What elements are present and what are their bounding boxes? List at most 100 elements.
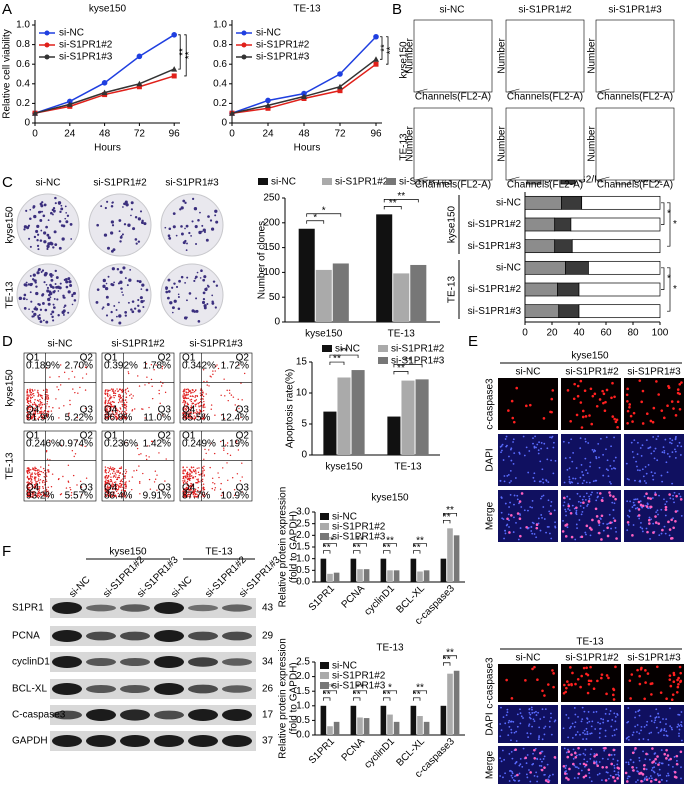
event: [44, 476, 45, 477]
caspase-signal: [671, 698, 674, 701]
nucleus: [542, 478, 544, 480]
nucleus: [627, 478, 629, 480]
nucleus: [639, 709, 641, 711]
quadrant-percent: 1.78%: [143, 361, 171, 372]
nucleus: [646, 473, 648, 475]
band: [188, 632, 218, 641]
caspase-signal: [642, 505, 645, 508]
colony: [36, 271, 39, 274]
nucleus: [661, 533, 663, 535]
colony: [44, 309, 47, 312]
colony: [51, 316, 53, 318]
legend-marker: [45, 55, 50, 60]
event: [190, 392, 191, 393]
nucleus: [541, 442, 543, 444]
nucleus: [579, 447, 581, 449]
caspase-signal: [607, 677, 610, 680]
event: [124, 477, 125, 478]
micrograph: [624, 664, 684, 702]
bar-segment: [525, 305, 559, 318]
colony: [190, 235, 192, 237]
event: [46, 403, 47, 404]
nucleus: [577, 483, 579, 485]
nucleus: [634, 726, 636, 728]
caspase-signal: [605, 779, 608, 782]
band: [86, 709, 116, 721]
nucleus: [576, 467, 578, 469]
nucleus: [636, 466, 638, 468]
event: [198, 472, 199, 473]
event: [242, 476, 243, 477]
event: [120, 408, 121, 409]
nucleus: [536, 758, 538, 760]
colony: [197, 272, 199, 274]
nucleus: [587, 718, 589, 720]
nucleus: [586, 728, 588, 730]
caspase-signal: [669, 674, 672, 677]
band: [86, 735, 116, 747]
caspase-signal: [606, 526, 609, 529]
nucleus: [647, 447, 649, 449]
colony: [58, 201, 61, 204]
nucleus: [573, 748, 575, 750]
nucleus: [594, 728, 596, 730]
caspase-signal: [649, 497, 652, 500]
nucleus: [534, 720, 536, 722]
event: [141, 408, 142, 409]
caspase-signal: [524, 757, 527, 760]
axis-label: Number: [587, 126, 598, 162]
micrograph: [498, 664, 558, 702]
caspase-signal: [613, 698, 616, 701]
nucleus: [628, 762, 630, 764]
x-tick-label: 96: [370, 129, 382, 140]
nucleus: [645, 482, 647, 484]
event: [38, 472, 39, 473]
caspase-signal: [660, 409, 663, 412]
nucleus: [545, 532, 547, 534]
nucleus: [642, 468, 644, 470]
nucleus: [572, 737, 574, 739]
caspase-signal: [654, 515, 657, 518]
event: [44, 404, 45, 405]
nucleus: [520, 758, 522, 760]
nucleus: [651, 471, 653, 473]
caspase-signal: [679, 672, 682, 675]
nucleus: [677, 714, 679, 716]
nucleus: [543, 716, 545, 718]
event: [202, 398, 203, 399]
nucleus: [625, 761, 627, 763]
protein-label: BCL-XL: [12, 684, 47, 695]
colony: [69, 284, 72, 287]
nucleus: [562, 520, 564, 522]
colony: [207, 285, 209, 287]
colony: [44, 203, 47, 206]
colony: [65, 220, 68, 223]
bar: [316, 270, 332, 322]
nucleus: [542, 751, 544, 753]
colony: [131, 201, 134, 204]
event: [198, 487, 199, 488]
nucleus: [672, 451, 674, 453]
nucleus: [664, 439, 666, 441]
colony: [48, 219, 50, 221]
quadrant-percent: 10.9%: [221, 491, 249, 502]
nucleus: [628, 736, 630, 738]
quadrant-percent: 0.189%: [26, 361, 60, 372]
caspase-signal: [645, 753, 648, 756]
colony: [32, 278, 34, 280]
micrograph: [498, 490, 558, 542]
event: [196, 409, 197, 410]
caspase-signal: [670, 537, 673, 540]
colony: [116, 316, 118, 318]
colony: [50, 242, 53, 245]
event: [148, 407, 149, 408]
event: [37, 390, 38, 391]
nucleus: [534, 533, 536, 535]
column-label: si-NC: [516, 367, 541, 378]
axis-label: Number: [405, 38, 416, 74]
caspase-signal: [595, 753, 598, 756]
panel-label: D: [2, 333, 13, 350]
nucleus: [581, 718, 583, 720]
nucleus: [565, 765, 567, 767]
event: [36, 473, 37, 474]
